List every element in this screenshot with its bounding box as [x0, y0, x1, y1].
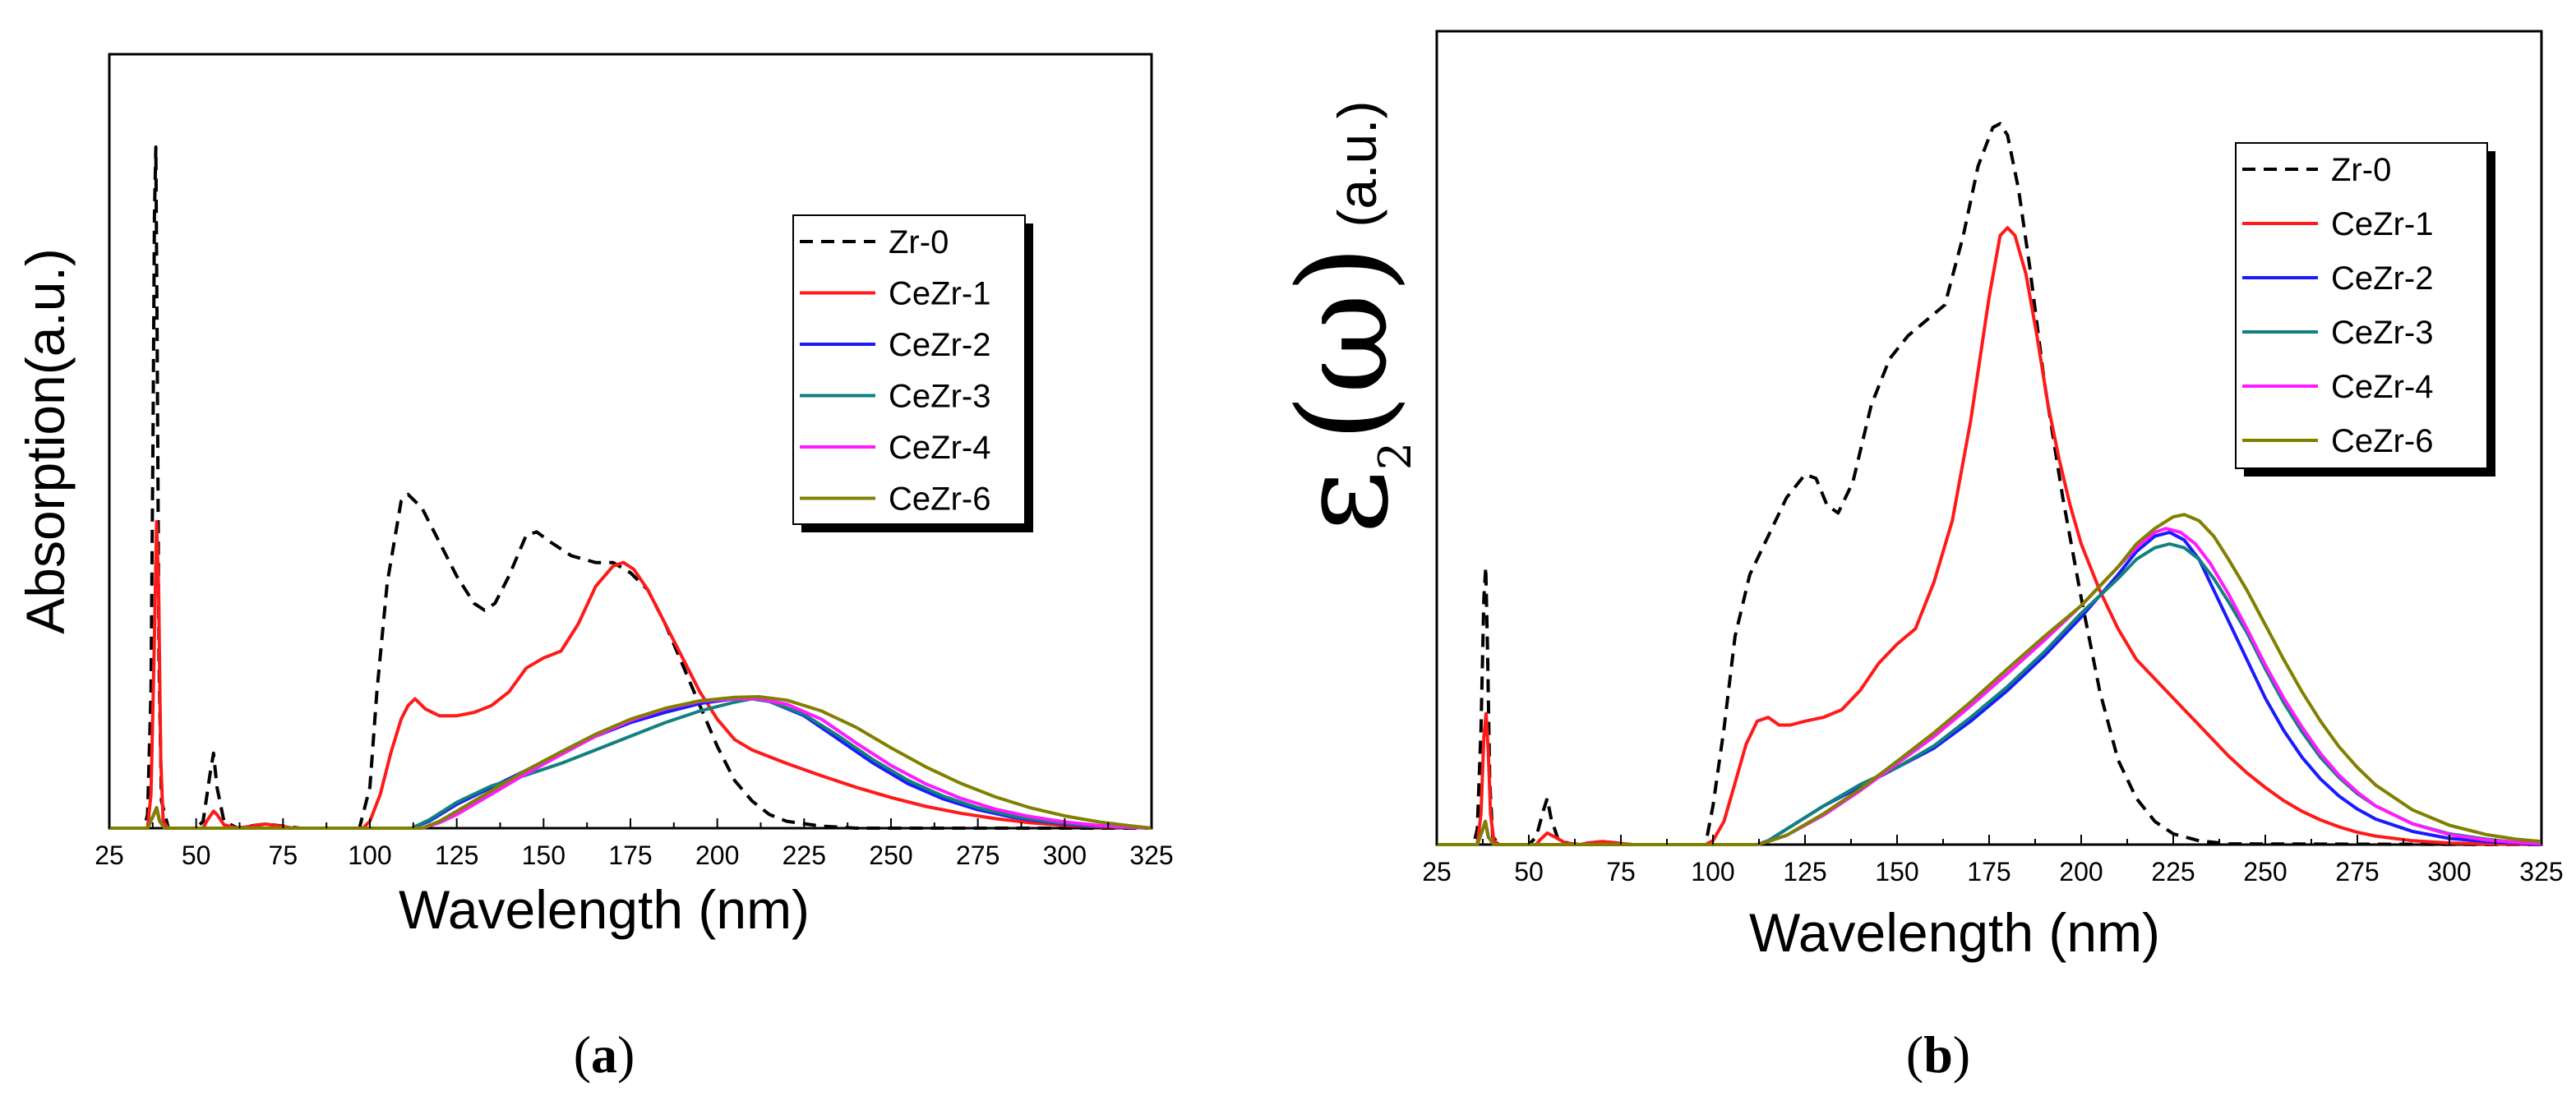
x-tick-label-a: 50	[182, 840, 211, 870]
epsilon-symbol: ε	[1272, 470, 1415, 534]
y-axis-title-a: Absorption(a.u.)	[15, 248, 76, 634]
legend-label-a-cezr-2: CeZr-2	[889, 327, 990, 363]
legend-label-a-cezr-3: CeZr-3	[889, 379, 990, 415]
series-line-b-cezr-1	[1437, 226, 2542, 846]
panel-letter-b: b	[1923, 1025, 1953, 1084]
x-tick-label-a: 325	[1129, 840, 1173, 870]
panel-letter-a: a	[591, 1025, 617, 1084]
x-tick-label-b: 225	[2151, 857, 2195, 886]
x-ticks-a: 25 50 75 100 125 150 175 200 225 250 275 300 325	[95, 818, 1174, 870]
legend-label-b-cezr-6: CeZr-6	[2331, 423, 2433, 459]
legend-a: Zr-0 CeZr-1 CeZr-2 CeZr-3 CeZr-4 CeZr-6	[792, 214, 1033, 532]
x-tick-label-a: 100	[348, 840, 391, 870]
x-tick-label-a: 150	[522, 840, 566, 870]
x-tick-label-a: 250	[869, 840, 912, 870]
x-axis-title-a: Wavelength (nm)	[399, 879, 810, 940]
x-tick-label-a: 275	[956, 840, 999, 870]
x-tick-label-a: 175	[608, 840, 652, 870]
x-tick-label-b: 275	[2335, 857, 2379, 886]
x-tick-label-b: 250	[2243, 857, 2287, 886]
y-unit-b: (a.u.)	[1327, 101, 1387, 228]
x-tick-label-b: 300	[2427, 857, 2471, 886]
series-line-a-cezr-6	[109, 695, 1152, 830]
series-line-a-cezr-1	[109, 520, 1152, 830]
legend-label-a-zr-0: Zr-0	[889, 224, 949, 260]
x-tick-label-b: 175	[1967, 857, 2010, 886]
panel-a: 25 50 75 100 125 150 175 200 225 250 275 300 325 Wav…	[15, 53, 1174, 1084]
panel-b: 25 50 75 100 125 150 175 200 225 250 275 300 325 Wav…	[1272, 30, 2564, 1084]
x-ticks-b: 25 50 75 100 125 150 175 200 225 250 275 300 325	[1422, 835, 2564, 886]
legend-label-b-cezr-4: CeZr-4	[2331, 369, 2433, 405]
y-axis-title-b-text: ε2(ω) (a.u.)	[1272, 101, 1421, 534]
x-tick-label-b: 75	[1606, 857, 1636, 886]
panel-label-a: (a)	[574, 1025, 635, 1084]
x-tick-label-a: 225	[782, 840, 826, 870]
x-tick-label-a: 125	[435, 840, 478, 870]
legend-label-b-cezr-1: CeZr-1	[2331, 206, 2433, 242]
legend-label-b-cezr-3: CeZr-3	[2331, 315, 2433, 351]
x-tick-label-b: 50	[1514, 857, 1544, 886]
legend-b: Zr-0 CeZr-1 CeZr-2 CeZr-3 CeZr-4 CeZr-6	[2235, 142, 2495, 477]
x-tick-label-a: 25	[95, 840, 124, 870]
legend-label-a-cezr-6: CeZr-6	[889, 481, 990, 518]
legend-label-a-cezr-1: CeZr-1	[889, 276, 990, 312]
x-tick-label-b: 150	[1875, 857, 1918, 886]
x-tick-label-b: 25	[1422, 857, 1452, 886]
x-tick-label-a: 75	[269, 840, 298, 870]
legend-label-b-cezr-2: CeZr-2	[2331, 260, 2433, 297]
x-tick-label-b: 125	[1783, 857, 1826, 886]
legend-box-a	[792, 214, 1026, 525]
x-tick-label-b: 200	[2059, 857, 2103, 886]
x-axis-title-b: Wavelength (nm)	[1749, 902, 2160, 963]
omega-function: (ω)	[1272, 246, 1415, 442]
legend-box-b	[2235, 142, 2488, 469]
panel-label-b: (b)	[1906, 1025, 1970, 1084]
y-axis-title-b: ε2(ω) (a.u.)	[1272, 101, 1421, 534]
x-tick-label-b: 325	[2519, 857, 2563, 886]
legend-label-a-cezr-4: CeZr-4	[889, 430, 990, 466]
series-group-a	[109, 145, 1152, 830]
x-tick-label-a: 200	[695, 840, 739, 870]
x-tick-label-b: 100	[1691, 857, 1734, 886]
legend-label-b-zr-0: Zr-0	[2331, 152, 2391, 188]
epsilon-subscript: 2	[1369, 442, 1421, 470]
x-tick-label-a: 300	[1043, 840, 1087, 870]
